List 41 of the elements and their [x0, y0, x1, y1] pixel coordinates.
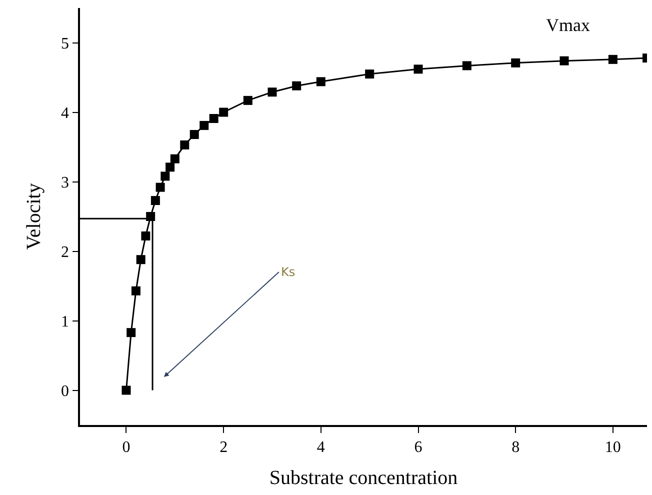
point: [316, 77, 326, 86]
point: [414, 64, 423, 74]
point: [365, 70, 374, 79]
y-tick-label: 5: [61, 35, 70, 52]
point: [292, 81, 302, 90]
x-tick-label: 0: [122, 438, 130, 456]
point: [243, 96, 252, 105]
point: [170, 154, 180, 164]
y-tick-label: 4: [61, 104, 70, 122]
point: [180, 140, 190, 150]
point: [462, 61, 472, 70]
point: [166, 162, 175, 172]
x-tick-label: 8: [512, 438, 520, 456]
point: [136, 255, 146, 264]
point: [608, 54, 618, 64]
point: [122, 386, 131, 395]
point: [160, 172, 170, 181]
annotation: Ks: [281, 265, 296, 279]
point: [131, 286, 140, 296]
y-axis-title: Velocity: [23, 183, 46, 250]
y-tick-label: 3: [61, 174, 70, 192]
point: [268, 88, 277, 97]
point: [200, 120, 209, 130]
x-tick-label: 6: [414, 438, 422, 456]
y-tick-label: 0: [61, 382, 70, 400]
point: [209, 114, 218, 124]
x-tick-label: 2: [220, 438, 228, 456]
point: [126, 328, 136, 338]
point: [560, 56, 569, 66]
point: [156, 182, 165, 192]
x-axis-title: Substrate concentration: [269, 466, 458, 489]
point: [190, 130, 199, 139]
point: [219, 108, 228, 117]
annotation: Vmax: [546, 15, 590, 35]
x-tick-label: 10: [604, 438, 621, 456]
y-tick-label: 1: [61, 313, 70, 330]
point: [141, 231, 150, 240]
point: [511, 58, 520, 68]
point: [150, 196, 160, 206]
y-tick-label: 2: [61, 244, 70, 261]
x-tick-label: 4: [316, 438, 325, 456]
